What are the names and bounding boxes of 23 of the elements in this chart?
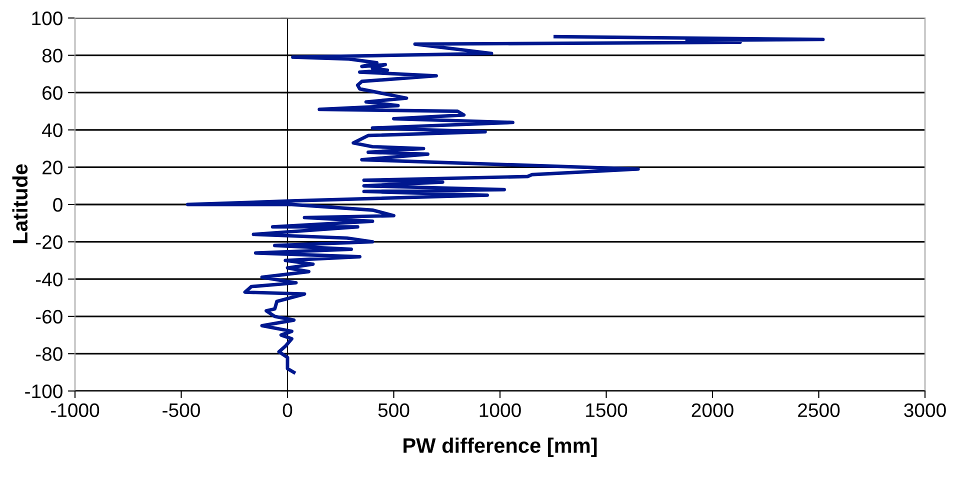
y-tick-label: 40 [42, 123, 62, 138]
x-tick-label: -1000 [51, 403, 100, 418]
y-tick-label: -20 [36, 235, 62, 250]
y-tick-label: -40 [36, 272, 62, 286]
y-tick-label: 100 [32, 11, 62, 26]
y-tick-label: 20 [42, 160, 62, 174]
x-tick-label: 500 [378, 403, 410, 418]
x-tick-label: 2500 [798, 403, 840, 418]
line-series [186, 34, 825, 374]
y-tick-label: -80 [36, 347, 62, 361]
y-axis-title: Latitude [12, 164, 28, 244]
x-tick-label: 2000 [692, 403, 734, 418]
y-tick-label: -60 [36, 310, 62, 324]
y-tick-label: 80 [42, 48, 62, 63]
y-tick-label: 60 [42, 86, 62, 100]
x-tick-label: -500 [162, 403, 200, 418]
y-tick-label: 0 [53, 198, 62, 212]
y-tick-label: -100 [25, 384, 62, 398]
x-tick-label: 1500 [586, 403, 628, 418]
x-axis-title: PW difference [mm] [404, 438, 597, 458]
x-tick-label: 0 [282, 403, 292, 418]
x-tick-label: 3000 [904, 403, 946, 418]
x-tick-label: 1000 [480, 403, 521, 418]
